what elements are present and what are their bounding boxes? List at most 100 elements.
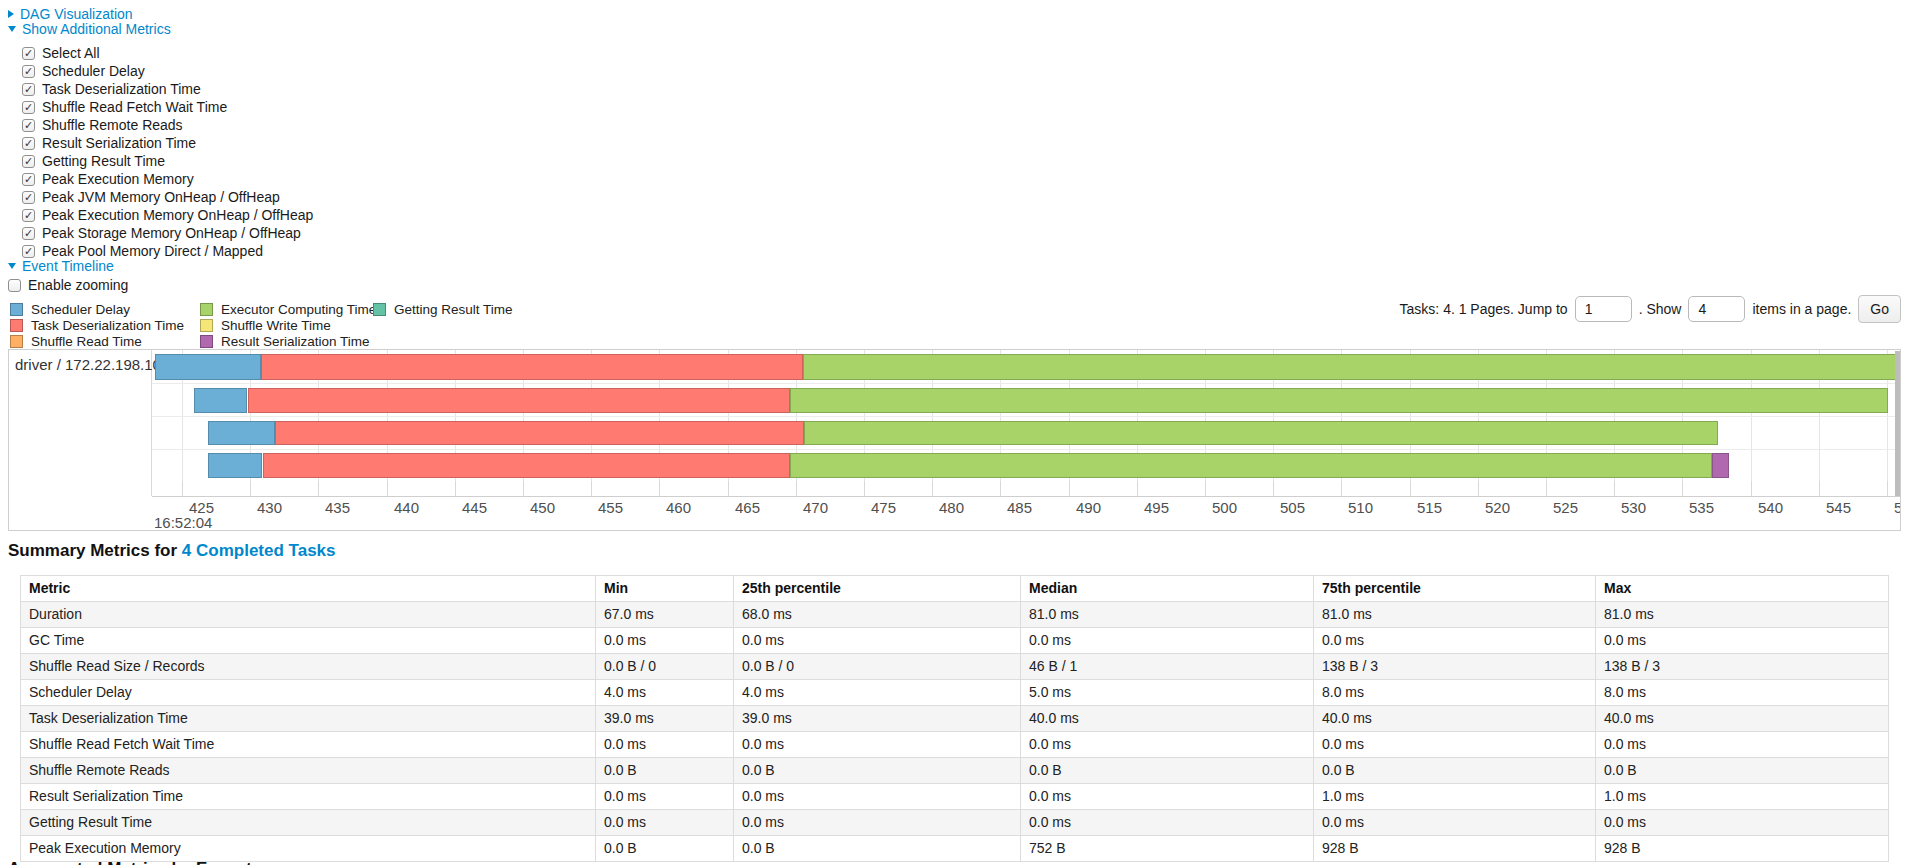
axis-tick-mark <box>523 481 524 496</box>
metric-checkbox-label: Shuffle Remote Reads <box>42 117 183 133</box>
task-bar-segment-task_deserialization[interactable] <box>275 421 804 445</box>
metric-value-cell: 40.0 ms <box>1596 706 1889 732</box>
axis-tick-mark <box>182 481 183 496</box>
task-bar-segment-scheduler_delay[interactable] <box>208 453 263 478</box>
metric-checkbox-label: Shuffle Read Fetch Wait Time <box>42 99 227 115</box>
legend-swatch-shuffle_read <box>10 335 23 348</box>
completed-tasks-link[interactable]: 4 Completed Tasks <box>182 541 336 560</box>
metric-checkbox[interactable] <box>22 47 35 60</box>
task-bar-segment-result_serialization[interactable] <box>1712 453 1728 478</box>
task-pagination: Tasks: 4. 1 Pages. Jump to . Show items … <box>1400 294 1901 324</box>
metric-value-cell: 0.0 B <box>1314 758 1596 784</box>
task-bar-segment-task_deserialization[interactable] <box>248 388 791 413</box>
axis-tick-label: 515 <box>1417 499 1442 516</box>
metric-checkbox[interactable] <box>22 245 35 258</box>
task-bar-segment-executor_computing[interactable] <box>804 421 1718 445</box>
legend-swatch-executor_computing <box>200 303 213 316</box>
items-per-page-input[interactable] <box>1688 296 1745 322</box>
axis-tick-label: 545 <box>1826 499 1851 516</box>
caret-down-icon <box>8 26 16 32</box>
axis-tick-mark <box>1205 481 1206 496</box>
metric-checkbox[interactable] <box>22 101 35 114</box>
legend-label: Result Serialization Time <box>221 334 370 349</box>
table-row: Getting Result Time0.0 ms0.0 ms0.0 ms0.0… <box>21 810 1889 836</box>
metric-value-cell: 81.0 ms <box>1021 602 1314 628</box>
metric-name-cell: Shuffle Read Size / Records <box>21 654 596 680</box>
metric-value-cell: 0.0 ms <box>1596 732 1889 758</box>
metric-checkbox[interactable] <box>22 119 35 132</box>
jump-to-page-input[interactable] <box>1575 296 1632 322</box>
legend-item-executor_computing: Executor Computing Time <box>200 302 376 316</box>
summary-metrics-heading: Summary Metrics for 4 Completed Tasks <box>8 541 336 561</box>
metric-value-cell: 1.0 ms <box>1596 784 1889 810</box>
table-row: GC Time0.0 ms0.0 ms0.0 ms0.0 ms0.0 ms <box>21 628 1889 654</box>
task-bar-segment-executor_computing[interactable] <box>803 354 1900 380</box>
go-button[interactable]: Go <box>1858 295 1901 323</box>
metric-checkbox-row: Result Serialization Time <box>22 134 313 152</box>
axis-tick-label: 475 <box>871 499 896 516</box>
executor-group-label: driver / 172.22.198.104 <box>9 350 151 373</box>
task-bar-segment-task_deserialization[interactable] <box>263 453 791 478</box>
legend-column-1: Scheduler DelayTask Deserialization Time… <box>10 302 184 350</box>
metric-checkbox[interactable] <box>22 191 35 204</box>
axis-tick-mark <box>1410 481 1411 496</box>
metric-value-cell: 0.0 ms <box>734 784 1021 810</box>
axis-tick-mark <box>659 481 660 496</box>
metric-checkbox[interactable] <box>22 83 35 96</box>
legend-swatch-task_deserialization <box>10 319 23 332</box>
metric-checkbox-label: Result Serialization Time <box>42 135 196 151</box>
legend-item-result_serialization: Result Serialization Time <box>200 334 376 348</box>
metric-checkbox[interactable] <box>22 209 35 222</box>
legend-swatch-scheduler_delay <box>10 303 23 316</box>
event-timeline-link[interactable]: Event Timeline <box>8 258 114 274</box>
metric-checkbox[interactable] <box>22 173 35 186</box>
table-row: Shuffle Read Size / Records0.0 B / 00.0 … <box>21 654 1889 680</box>
metric-checkbox[interactable] <box>22 227 35 240</box>
metric-checkbox-row: Peak Execution Memory <box>22 170 313 188</box>
row-separator-line <box>152 449 1900 450</box>
axis-tick-mark <box>455 481 456 496</box>
metric-value-cell: 4.0 ms <box>596 680 734 706</box>
metric-checkbox[interactable] <box>22 137 35 150</box>
legend-item-task_deserialization: Task Deserialization Time <box>10 318 184 332</box>
axis-tick-label: 490 <box>1076 499 1101 516</box>
axis-tick-label: 495 <box>1144 499 1169 516</box>
legend-item-getting_result: Getting Result Time <box>373 302 513 316</box>
metric-checkbox-label: Scheduler Delay <box>42 63 145 79</box>
enable-zooming-checkbox[interactable] <box>8 279 21 292</box>
axis-tick-mark <box>1137 481 1138 496</box>
axis-tick-mark <box>1614 481 1615 496</box>
task-bar-segment-scheduler_delay[interactable] <box>194 388 247 413</box>
axis-tick-label: 445 <box>462 499 487 516</box>
timeline-scrollbar[interactable] <box>1895 351 1900 496</box>
show-additional-metrics-link[interactable]: Show Additional Metrics <box>8 21 171 37</box>
metric-value-cell: 40.0 ms <box>1314 706 1596 732</box>
axis-tick-mark <box>1751 481 1752 496</box>
axis-tick-mark <box>728 481 729 496</box>
dag-visualization-link[interactable]: DAG Visualization <box>8 6 133 22</box>
metric-name-cell: GC Time <box>21 628 596 654</box>
enable-zooming-row: Enable zooming <box>8 276 128 294</box>
task-bar-segment-scheduler_delay[interactable] <box>155 354 261 380</box>
task-bar-segment-executor_computing[interactable] <box>790 388 1888 413</box>
column-header: Min <box>596 576 734 602</box>
metric-checkbox[interactable] <box>22 155 35 168</box>
legend-column-3: Getting Result Time <box>373 302 513 318</box>
column-header: Median <box>1021 576 1314 602</box>
metric-checkbox-row: Getting Result Time <box>22 152 313 170</box>
task-bar-segment-task_deserialization[interactable] <box>261 354 803 380</box>
metric-name-cell: Shuffle Remote Reads <box>21 758 596 784</box>
metric-value-cell: 0.0 ms <box>1596 810 1889 836</box>
metric-checkbox-row: Shuffle Read Fetch Wait Time <box>22 98 313 116</box>
task-bar-segment-scheduler_delay[interactable] <box>208 421 275 445</box>
metric-value-cell: 39.0 ms <box>596 706 734 732</box>
axis-tick-label: 540 <box>1758 499 1783 516</box>
axis-tick-mark <box>1682 481 1683 496</box>
metric-name-cell: Result Serialization Time <box>21 784 596 810</box>
metric-checkbox[interactable] <box>22 65 35 78</box>
task-bar-segment-executor_computing[interactable] <box>790 453 1712 478</box>
metric-checkbox-label: Peak Pool Memory Direct / Mapped <box>42 243 263 259</box>
metric-value-cell: 138 B / 3 <box>1596 654 1889 680</box>
metric-value-cell: 0.0 ms <box>1021 810 1314 836</box>
metric-name-cell: Shuffle Read Fetch Wait Time <box>21 732 596 758</box>
